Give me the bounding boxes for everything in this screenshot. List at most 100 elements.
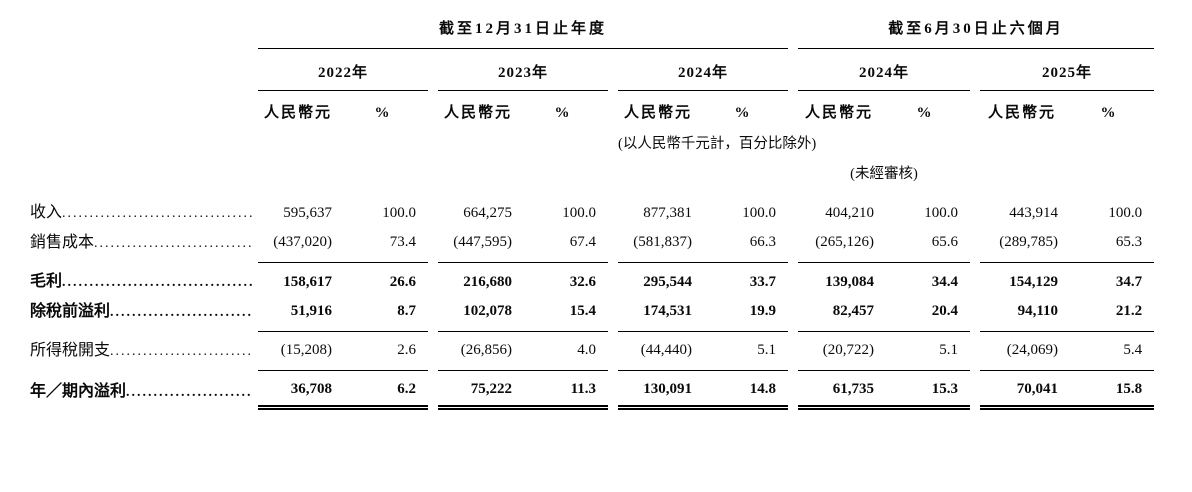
value-pct: 65.6 (931, 234, 959, 251)
dot-leader (94, 234, 252, 253)
value-pct: 34.4 (886, 262, 971, 296)
table-row-profit-before-tax: 除稅前溢利 51,916 8.7 102,078 15.4 174,531 19… (30, 296, 1154, 332)
period-header-row: 截至12月31日止年度 截至6月30日止六個月 (30, 14, 1155, 49)
value-pct: 32.6 (524, 262, 608, 296)
value-pct: 100.0 (1108, 204, 1143, 221)
unaudited-note: (未經審核) (850, 166, 918, 183)
double-rule-segment (618, 405, 789, 410)
value-rmb: (265,126) (815, 234, 875, 251)
value-pct: 33.7 (704, 262, 789, 296)
currency-header: 人民幣元 (623, 104, 692, 121)
table-row-revenue: 收入 595,637 100.0 664,275 100.0 877,381 1… (30, 186, 1154, 227)
value-pct: 15.4 (569, 303, 596, 320)
currency-header: 人民幣元 (988, 104, 1057, 121)
value-rmb: 139,084 (798, 262, 887, 296)
value-pct: 14.8 (704, 369, 789, 407)
double-rule-segment (258, 405, 428, 410)
value-pct: 8.7 (397, 303, 416, 320)
value-rmb: (15,208) (258, 331, 344, 371)
value-pct: 100.0 (742, 204, 777, 221)
value-rmb: 664,275 (463, 204, 512, 221)
dot-leader (110, 303, 252, 322)
value-rmb: 443,914 (1009, 204, 1059, 221)
value-pct: 34.7 (1070, 262, 1155, 296)
double-rule-row (30, 405, 1155, 410)
value-rmb: 216,680 (438, 262, 524, 296)
percent-header: % (916, 104, 932, 121)
table-row-gross-profit: 毛利 158,617 26.6 216,680 32.6 295,544 33.… (30, 262, 1155, 296)
double-rule-segment (980, 405, 1155, 410)
year-header-2024-interim: 2024年 (798, 48, 971, 91)
table-row-profit-for-period: 年／期內溢利 36,708 6.2 75,222 11.3 130,091 14… (30, 369, 1155, 407)
value-rmb: 75,222 (438, 369, 524, 407)
value-rmb: 70,041 (980, 369, 1071, 407)
value-pct: 21.2 (1115, 303, 1143, 320)
basis-note-row: (以人民幣千元計，百分比除外) (30, 126, 1154, 155)
value-rmb: 158,617 (258, 262, 344, 296)
year-header-2024: 2024年 (618, 48, 789, 91)
year-header-2022: 2022年 (258, 48, 428, 91)
value-pct: 20.4 (931, 303, 959, 320)
value-rmb: 130,091 (618, 369, 704, 407)
value-pct: 19.9 (749, 303, 777, 320)
value-rmb: 94,110 (1017, 303, 1059, 320)
table-row-income-tax-expense: 所得稅開支 (15,208) 2.6 (26,856) 4.0 (44,440)… (30, 331, 1155, 371)
value-rmb: 36,708 (258, 369, 344, 407)
value-rmb: 82,457 (832, 303, 875, 320)
row-label: 收入 (30, 203, 63, 221)
period-header-annual: 截至12月31日止年度 (258, 14, 789, 49)
value-pct: 73.4 (389, 234, 416, 251)
currency-header: 人民幣元 (805, 104, 874, 121)
percent-header: % (554, 104, 570, 121)
value-rmb: (437,020) (273, 234, 332, 251)
value-rmb: 877,381 (643, 204, 692, 221)
year-header-row: 2022年 2023年 2024年 2024年 2025年 (30, 48, 1155, 91)
value-pct: 6.2 (344, 369, 428, 407)
row-label: 銷售成本 (30, 233, 95, 251)
table-row-cost-of-sales: 銷售成本 (437,020) 73.4 (447,595) 67.4 (581,… (30, 227, 1154, 263)
value-rmb: 595,637 (283, 204, 332, 221)
percent-header: % (1100, 104, 1116, 121)
value-rmb: (24,069) (980, 331, 1071, 371)
value-pct: 5.1 (704, 331, 789, 371)
value-pct: 4.0 (524, 331, 608, 371)
value-pct: 26.6 (344, 262, 428, 296)
value-pct: 100.0 (924, 204, 959, 221)
value-pct: 11.3 (524, 369, 608, 407)
value-pct: 66.3 (749, 234, 777, 251)
value-pct: 67.4 (569, 234, 596, 251)
value-rmb: (289,785) (999, 234, 1059, 251)
value-rmb: (44,440) (618, 331, 704, 371)
value-pct: 5.4 (1070, 331, 1155, 371)
value-rmb: (20,722) (798, 331, 887, 371)
period-header-interim: 截至6月30日止六個月 (798, 14, 1155, 49)
value-rmb: 61,735 (798, 369, 887, 407)
value-pct: 65.3 (1115, 234, 1143, 251)
dot-leader (62, 204, 252, 223)
row-label: 除稅前溢利 (30, 302, 111, 320)
percent-header: % (734, 104, 750, 121)
dot-leader (126, 383, 252, 402)
column-header-row: 人民幣元 % 人民幣元 % 人民幣元 % 人民幣元 % 人民幣元 % (30, 90, 1154, 126)
row-label: 所得稅開支 (30, 341, 111, 359)
dot-leader (62, 273, 252, 292)
currency-header: 人民幣元 (443, 104, 512, 121)
value-pct: 100.0 (382, 204, 416, 221)
value-rmb: 174,531 (643, 303, 692, 320)
row-label: 年／期內溢利 (30, 382, 127, 400)
value-rmb: 154,129 (980, 262, 1071, 296)
year-header-2025: 2025年 (980, 48, 1155, 91)
value-pct: 2.6 (344, 331, 428, 371)
value-pct: 5.1 (886, 331, 971, 371)
basis-note: (以人民幣千元計，百分比除外) (618, 136, 817, 153)
value-rmb: (26,856) (438, 331, 524, 371)
value-pct: 100.0 (562, 204, 596, 221)
value-rmb: 102,078 (463, 303, 512, 320)
percent-header: % (374, 104, 390, 121)
value-rmb: 295,544 (618, 262, 704, 296)
value-pct: 15.8 (1070, 369, 1155, 407)
value-rmb: 51,916 (290, 303, 332, 320)
value-rmb: (447,595) (453, 234, 512, 251)
row-label: 毛利 (30, 272, 63, 290)
